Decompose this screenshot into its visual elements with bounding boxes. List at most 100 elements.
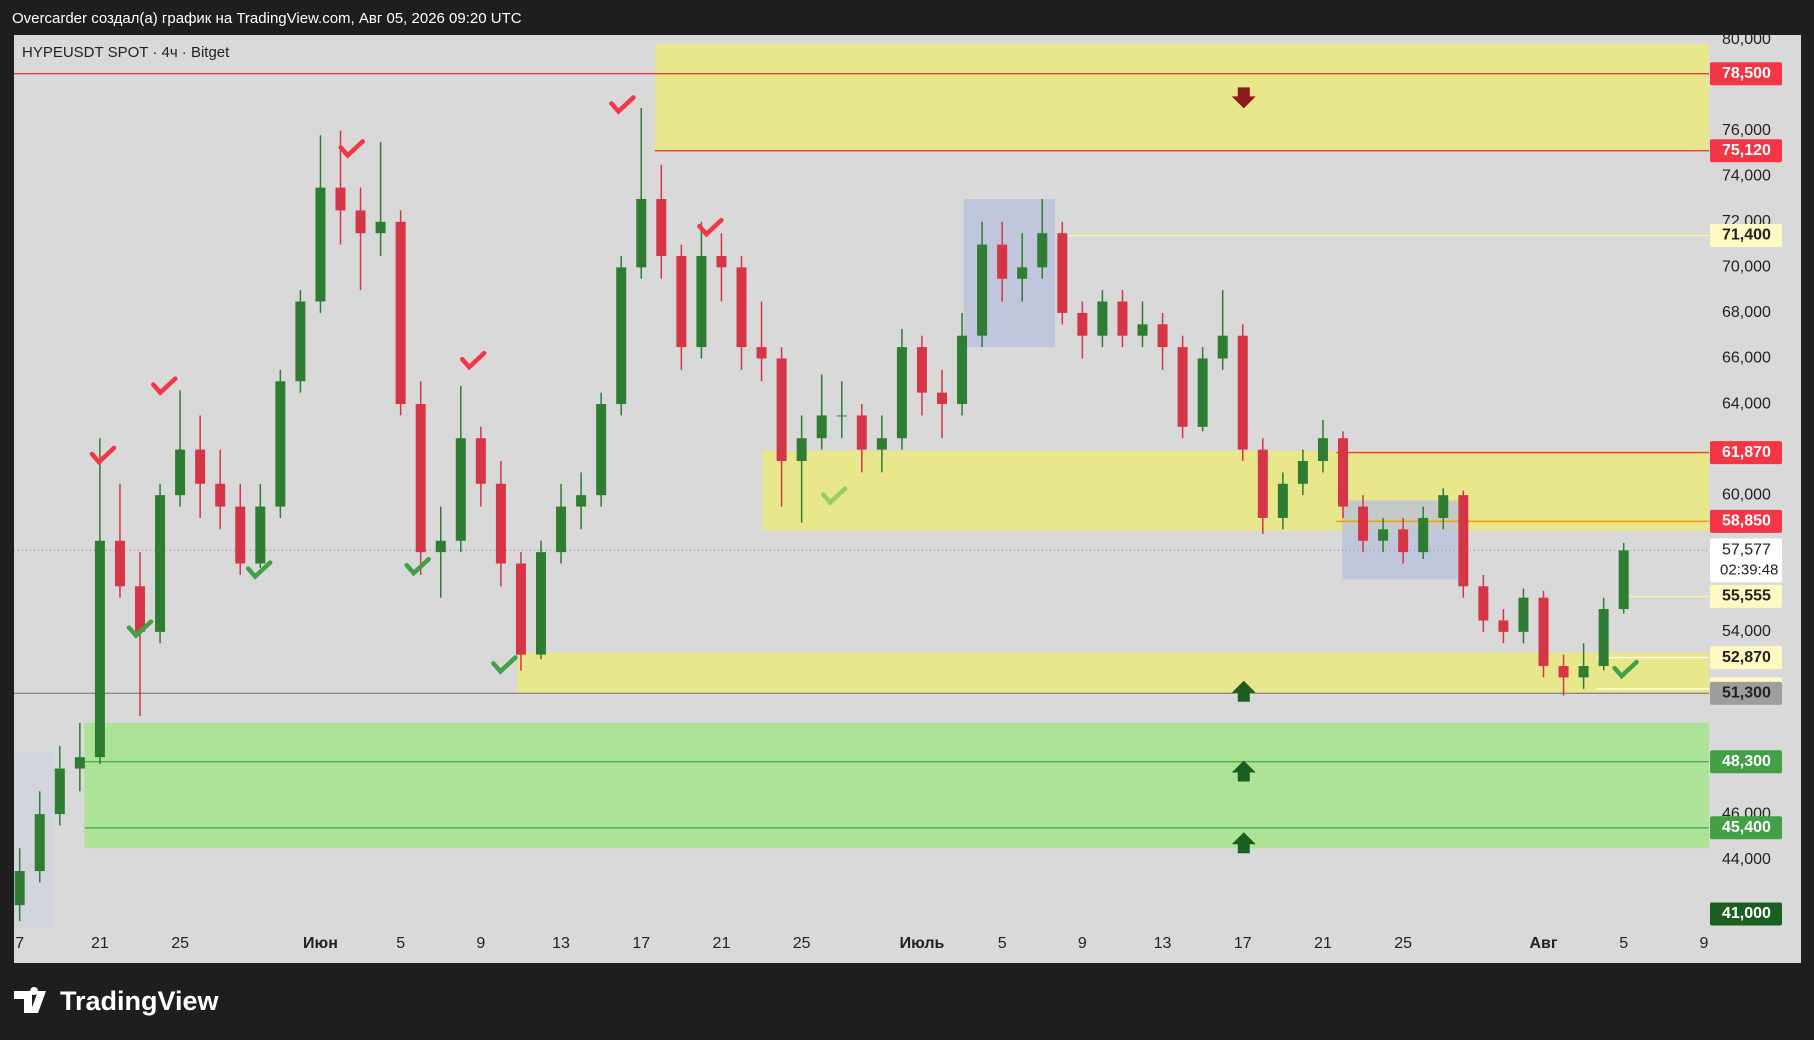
- candle-body: [54, 768, 65, 815]
- candle-body: [1197, 358, 1208, 427]
- candle-body: [1558, 666, 1569, 678]
- y-tick-label: 66,000: [1722, 350, 1771, 367]
- x-tick-label: 9: [1699, 935, 1708, 952]
- arrow-icon: [1231, 87, 1256, 109]
- check-mark: [459, 350, 487, 371]
- y-tick-label: 76,000: [1722, 122, 1771, 139]
- candle-body: [556, 506, 567, 553]
- x-tick-label: 5: [396, 935, 405, 952]
- candle-body: [916, 347, 927, 393]
- candle-body: [1297, 460, 1308, 484]
- candle-body: [1378, 529, 1389, 541]
- candle-body: [415, 404, 426, 553]
- candle-body: [1618, 550, 1629, 610]
- level-label-bg: [1710, 139, 1782, 163]
- check-mark: [151, 376, 178, 396]
- level-label-bg: [1710, 681, 1782, 705]
- zone: [762, 450, 1709, 531]
- zone: [84, 722, 1709, 849]
- candle-body: [1217, 335, 1228, 359]
- candle-body: [1338, 438, 1348, 507]
- chart-title: HYPEUSDT SPOT · 4ч · Bitget: [22, 44, 230, 61]
- candle-body: [435, 540, 446, 553]
- candle-body: [1037, 233, 1048, 268]
- check-mark: [820, 486, 848, 506]
- level-label-bg: [1710, 223, 1782, 247]
- x-tick-label: 17: [1234, 935, 1252, 952]
- candle-body: [375, 221, 386, 234]
- brand-logo: TradingView: [14, 986, 220, 1016]
- candle-body: [175, 449, 186, 496]
- candle-body: [696, 255, 707, 348]
- x-tick-label: 7: [15, 935, 24, 952]
- x-tick-label: Авг: [1529, 935, 1557, 952]
- x-tick-label: 25: [171, 935, 189, 952]
- level-label: 48,300: [1722, 753, 1771, 770]
- candle-body: [997, 244, 1008, 279]
- logo-icon: [14, 987, 46, 1013]
- check-mark: [1612, 659, 1639, 680]
- level-label-bg: [1710, 538, 1782, 583]
- candle-body: [977, 244, 988, 336]
- check-mark: [609, 95, 636, 115]
- candle-body: [1498, 620, 1509, 632]
- candle-body: [295, 301, 306, 382]
- y-tick-label: 80,000: [1722, 31, 1771, 48]
- y-tick-label: 54,000: [1722, 623, 1771, 640]
- candle-body: [896, 347, 907, 439]
- candle-body: [1538, 597, 1549, 667]
- candle-body: [1057, 233, 1068, 313]
- level-label-bg: [1710, 584, 1782, 608]
- y-tick-label: 68,000: [1722, 304, 1771, 321]
- x-tick-label: 13: [552, 935, 570, 952]
- plot: 80,00076,00074,00072,00070,00068,00066,0…: [14, 31, 1782, 952]
- title-bg: [14, 35, 344, 71]
- candle-body: [1458, 495, 1469, 587]
- candle-body: [836, 415, 847, 417]
- y-tick-label: 74,000: [1722, 167, 1771, 184]
- check-mark: [338, 139, 365, 159]
- level-label: 58,850: [1722, 513, 1771, 530]
- level-label-bg: [1710, 816, 1782, 840]
- candle-body: [536, 552, 546, 655]
- candle-body: [1398, 529, 1409, 553]
- candle-body: [114, 540, 125, 587]
- level-label: 71,400: [1722, 227, 1771, 244]
- candle-body: [776, 358, 787, 461]
- x-tick-label: 25: [1394, 935, 1412, 952]
- candle-body: [1277, 483, 1288, 518]
- arrow-icon: [1231, 832, 1256, 854]
- level-label: 61,870: [1722, 444, 1771, 461]
- candle-body: [315, 187, 326, 302]
- level-label-bg: [1710, 509, 1782, 533]
- candle-body: [255, 506, 266, 564]
- x-tick-label: 5: [1619, 935, 1628, 952]
- candle-body: [34, 814, 45, 872]
- x-tick-label: 17: [632, 935, 650, 952]
- attribution: Overcarder создал(а) график на TradingVi…: [12, 10, 522, 27]
- candle-body: [215, 483, 226, 507]
- candle-body: [335, 187, 346, 211]
- candle-body: [1478, 586, 1489, 621]
- candle-body: [515, 563, 526, 655]
- candle-body: [14, 871, 25, 906]
- check-mark: [404, 556, 431, 577]
- candle-body: [1438, 495, 1449, 518]
- candle-body: [155, 495, 166, 632]
- candle-body: [876, 438, 887, 450]
- x-tick-label: 5: [998, 935, 1007, 952]
- check-mark: [126, 619, 154, 639]
- candle-body: [1257, 449, 1268, 518]
- y-tick-label: 70,000: [1722, 259, 1771, 276]
- level-label-bg: [1710, 441, 1782, 465]
- candle-body: [475, 438, 486, 484]
- arrow-icon: [1231, 760, 1256, 782]
- candle-body: [395, 221, 406, 405]
- candle-body: [716, 255, 727, 268]
- x-tick-label: 25: [793, 935, 811, 952]
- level-label: 52,870: [1722, 649, 1771, 666]
- candle-body: [1097, 301, 1108, 336]
- arrow-icon: [1231, 680, 1256, 702]
